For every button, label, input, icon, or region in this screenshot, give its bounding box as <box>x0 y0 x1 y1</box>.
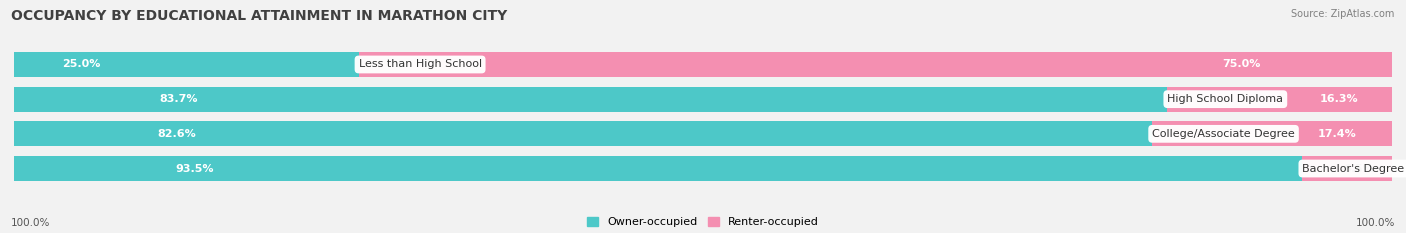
Bar <box>14 87 1392 112</box>
Bar <box>14 52 1392 77</box>
Text: College/Associate Degree: College/Associate Degree <box>1152 129 1295 139</box>
Text: 6.5%: 6.5% <box>1343 164 1374 174</box>
Text: 25.0%: 25.0% <box>62 59 101 69</box>
Bar <box>1167 87 1392 112</box>
Bar <box>14 121 1392 146</box>
Bar <box>1152 121 1392 146</box>
Legend: Owner-occupied, Renter-occupied: Owner-occupied, Renter-occupied <box>586 217 820 227</box>
Text: 82.6%: 82.6% <box>157 129 197 139</box>
Bar <box>14 156 1392 181</box>
Bar <box>359 52 1392 77</box>
Text: 75.0%: 75.0% <box>1223 59 1261 69</box>
Bar <box>1302 156 1392 181</box>
Bar <box>14 52 359 77</box>
Text: 100.0%: 100.0% <box>11 218 51 228</box>
Text: 93.5%: 93.5% <box>176 164 214 174</box>
Text: Less than High School: Less than High School <box>359 59 482 69</box>
Text: 16.3%: 16.3% <box>1319 94 1358 104</box>
Text: Source: ZipAtlas.com: Source: ZipAtlas.com <box>1291 9 1395 19</box>
Text: OCCUPANCY BY EDUCATIONAL ATTAINMENT IN MARATHON CITY: OCCUPANCY BY EDUCATIONAL ATTAINMENT IN M… <box>11 9 508 23</box>
Bar <box>14 87 1167 112</box>
Bar <box>14 156 1302 181</box>
Text: 100.0%: 100.0% <box>1355 218 1395 228</box>
Text: 17.4%: 17.4% <box>1317 129 1357 139</box>
Text: High School Diploma: High School Diploma <box>1167 94 1284 104</box>
Bar <box>14 121 1152 146</box>
Text: Bachelor's Degree or higher: Bachelor's Degree or higher <box>1302 164 1406 174</box>
Text: 83.7%: 83.7% <box>159 94 198 104</box>
